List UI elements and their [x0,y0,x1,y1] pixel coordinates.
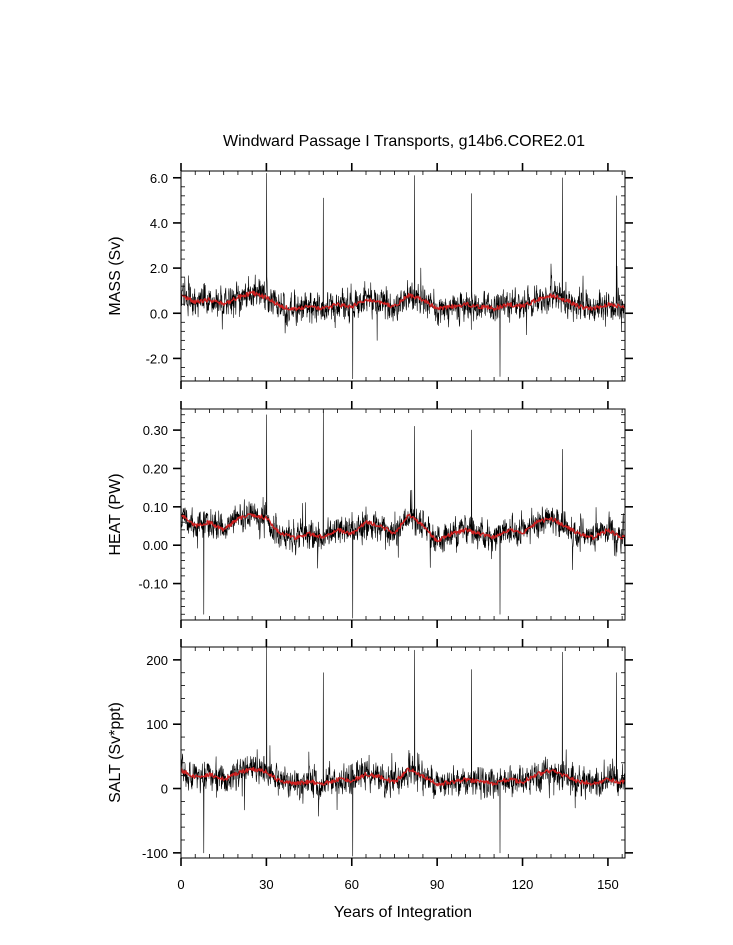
x-tick-label: 0 [177,877,184,892]
y-axis-label-heat: HEAT (PW) [107,473,124,555]
x-tick-label: 150 [597,877,619,892]
y-axis-label-salt: SALT (Sv*ppt) [107,702,124,803]
series-line-mass-monthly [180,172,626,380]
y-axis-label-mass: MASS (Sv) [107,236,124,315]
y-tick-label-heat: -0.10 [138,577,168,592]
y-tick-label-salt: 0 [161,782,168,797]
y-tick-label-heat: 0.10 [143,500,168,515]
y-tick-label-mass: 6.0 [150,171,168,186]
y-tick-label-heat: 0.00 [143,538,168,553]
y-tick-label-mass: 2.0 [150,261,168,276]
x-tick-label: 120 [512,877,534,892]
y-tick-label-heat: 0.20 [143,461,168,476]
plot-frame-salt [180,646,626,859]
panel-heat: -0.10 0.00 0.10 0.20 0.30 HEAT (PW) [107,401,633,628]
series-line-salt-smoothed [180,766,626,787]
series-line-mass-smoothed [180,290,626,312]
x-tick-label: 30 [259,877,273,892]
x-axis-label: Years of Integration [334,904,472,921]
y-tick-label-mass: 4.0 [150,216,168,231]
series-line-salt-monthly [180,646,626,857]
y-tick-label-heat: 0.30 [143,423,168,438]
y-tick-label-salt: 100 [146,717,168,732]
y-tick-label-salt: 200 [146,653,168,668]
panel-mass: -2.0 0.0 2.0 4.0 6.0 MASS (Sv) [107,163,633,389]
y-tick-label-mass: -2.0 [146,351,168,366]
series-line-heat-smoothed [180,513,626,543]
x-tick-label: 60 [345,877,359,892]
chart-title: Windward Passage I Transports, g14b6.COR… [223,133,585,150]
y-tick-label-mass: 0.0 [150,306,168,321]
plot-frame-mass [180,170,626,382]
x-tick-label: 90 [430,877,444,892]
y-tick-label-salt: -100 [142,846,168,861]
panel-salt: -100 0 100 200 SALT (Sv*ppt) 0 30 60 90 120 150 [107,639,633,892]
